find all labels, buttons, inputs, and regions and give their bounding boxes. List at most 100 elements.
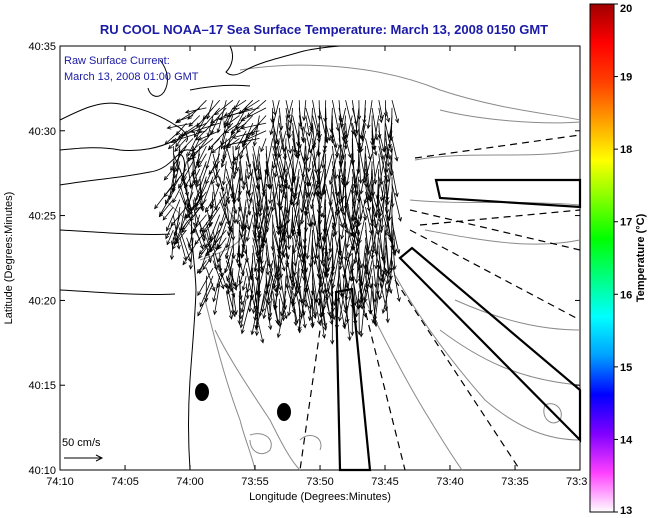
current-vector-head [169,255,175,261]
current-vector-head [227,225,232,231]
current-vector [385,130,389,167]
current-vector [269,283,274,322]
current-vector-head [308,124,313,130]
lane-dash [359,289,406,471]
current-vector-head [218,268,223,273]
colorbar-ticks: 13 14 15 16 17 18 19 20 [614,3,633,517]
lane-dash [394,279,521,471]
current-vector [252,161,259,189]
current-vector [302,123,307,141]
current-vector [199,222,206,241]
current-vector [228,207,234,236]
current-vector-head [292,202,297,208]
current-vector [380,260,386,288]
current-vector [371,107,378,140]
current-vector [197,268,214,296]
current-vector [241,237,247,258]
current-vector-head [162,215,167,221]
current-vector [378,237,387,276]
current-vector [376,168,380,208]
current-vector-head [302,323,307,329]
current-vector [385,229,390,275]
y-axis-label: Latitude (Degrees:Minutes) [3,192,15,325]
current-vector-head [250,330,255,336]
current-vector-head [394,118,399,124]
current-vector [245,214,250,230]
current-vector [391,229,396,270]
current-vector-head [260,338,265,344]
current-vector [296,161,307,206]
current-vector-head [332,301,337,307]
current-vector [199,229,207,248]
current-vector [372,283,380,324]
current-vector [285,237,288,267]
current-vector [338,115,347,149]
sandy-hook [177,149,195,159]
current-vector-head [235,124,240,130]
current-vector [184,161,201,188]
current-vector-head [343,144,348,150]
current-vector [312,161,315,197]
current-vector [206,222,212,242]
current-vector-head [324,295,329,301]
current-vector-head [317,115,322,121]
current-vector [178,122,207,138]
current-vector [271,176,280,212]
current-vector [385,138,391,160]
current-vector [221,130,227,149]
current-vector [197,145,207,164]
current-vector [325,252,328,278]
x-axis: 74:10 74:05 74:00 73:55 73:50 73:45 73:40 73:35… [46,46,587,488]
current-vector-head [383,271,388,277]
lane-dash [409,209,581,251]
current-vector [236,268,240,288]
current-vector [252,207,260,239]
current-vector [245,115,267,139]
current-vector [212,229,218,250]
current-vector-head [301,310,306,316]
current-vector [273,138,280,169]
current-vector [329,145,340,185]
current-vector [240,298,247,328]
current-vector [378,199,390,238]
current-vector-head [371,318,376,324]
current-vector [167,122,194,129]
current-vector [391,214,396,253]
current-vector [325,123,331,141]
current-vector [239,229,247,254]
current-vector [358,283,366,317]
current-vector-head [220,163,225,168]
current-vector [189,191,201,215]
current-vector [374,291,380,324]
current-vector-head [242,181,248,186]
current-vector-head [240,329,245,335]
current-vector [346,214,353,248]
current-vector [231,176,234,199]
x-tick-label: 73:35 [501,476,529,488]
current-vector [305,191,313,216]
current-vector [272,245,276,278]
current-vector [384,115,386,152]
current-vector [239,199,246,230]
current-vector [287,100,293,118]
current-vector [379,275,386,300]
current-vector-head [226,113,232,118]
current-vector-head [238,109,244,115]
current-vector [159,191,174,216]
current-vector [298,252,307,290]
buoy-marker [277,403,291,421]
x-tick-label: 74:00 [176,476,204,488]
current-vector [292,222,305,264]
current-vector [259,184,261,213]
current-vector [182,237,201,265]
current-vector [323,153,327,195]
current-vector [371,138,377,156]
current-vector [338,130,342,166]
colorbar-tick-label: 16 [620,289,632,301]
current-vector [272,153,282,188]
raritan-bay [59,139,176,151]
current-vector [158,199,174,217]
current-vector [283,191,293,235]
current-vector [293,176,300,207]
current-vector [212,252,218,270]
